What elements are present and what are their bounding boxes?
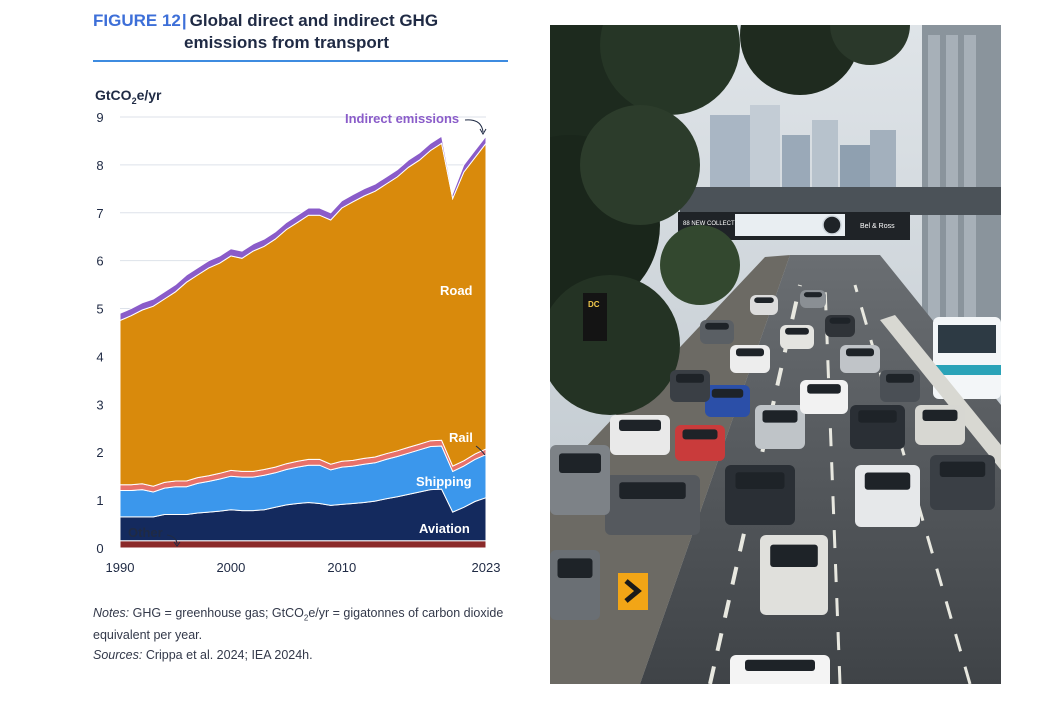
car-window <box>711 388 744 398</box>
car-window <box>745 659 815 671</box>
y-tick-0: 0 <box>96 541 103 556</box>
y-axis-label: GtCO2e/yr <box>95 87 162 106</box>
label-aviation: Aviation <box>419 521 470 536</box>
x-axis-ticks: 1990 2000 2010 2023 <box>106 560 501 575</box>
right-barrier <box>880 315 1001 470</box>
figure-title-line-1: Global direct and indirect GHG <box>189 11 439 30</box>
area-other <box>119 540 487 549</box>
car-window <box>754 297 774 303</box>
y-tick-1: 1 <box>96 493 103 508</box>
y-tick-9: 9 <box>96 110 103 125</box>
notes-text-a: GHG = greenhouse gas; GtCO <box>129 606 304 620</box>
y-axis-ticks: 0 1 2 3 4 5 6 7 8 9 <box>96 110 103 556</box>
car-window <box>682 429 718 440</box>
y-axis-label-sub: 2 <box>132 96 137 106</box>
x-tick-2000: 2000 <box>216 560 245 575</box>
series-labels: Road Shipping Aviation Rail Other Indire… <box>128 111 487 547</box>
car-window <box>785 327 809 335</box>
y-tick-2: 2 <box>96 445 103 460</box>
side-sign <box>583 293 607 341</box>
notes-line: Notes: GHG = greenhouse gas; GtCO2e/yr =… <box>93 605 513 644</box>
notes-sub: 2 <box>303 613 309 623</box>
label-shipping: Shipping <box>416 474 472 489</box>
other-callout-arrowhead <box>173 541 181 547</box>
car-window <box>619 419 661 431</box>
car-window <box>676 373 704 383</box>
sources-label: Sources: <box>93 647 143 662</box>
turn-arrow-sign <box>618 573 648 610</box>
y-tick-4: 4 <box>96 349 103 364</box>
sources-text: Crippa et al. 2024; IEA 2024h. <box>142 647 313 662</box>
car-window <box>864 472 911 490</box>
title-divider <box>93 60 508 62</box>
rail-callout-arrow <box>475 445 486 456</box>
bus-stripe <box>933 365 1001 375</box>
label-other: Other <box>128 525 163 540</box>
left-trees <box>550 25 910 415</box>
y-tick-7: 7 <box>96 206 103 221</box>
label-rail: Rail <box>449 430 473 445</box>
bus-window <box>938 325 996 353</box>
car-window <box>846 348 874 357</box>
car-window <box>770 544 818 567</box>
sources-line: Sources: Crippa et al. 2024; IEA 2024h. <box>93 647 513 664</box>
area-indirect <box>119 134 487 322</box>
car-window <box>807 384 841 394</box>
car-window <box>762 410 798 423</box>
figure-separator: | <box>181 11 187 30</box>
y-tick-3: 3 <box>96 397 103 412</box>
billboard-watch-panel <box>735 214 845 236</box>
area-road <box>119 141 487 487</box>
car-window <box>736 348 764 357</box>
figure-label: FIGURE 12 <box>93 11 181 30</box>
y-tick-6: 6 <box>96 254 103 269</box>
billboard-left-text: 88 NEW COLLECTION <box>683 221 745 227</box>
notes-text-b: e/yr = gigatonnes of carbon dioxide equi… <box>93 606 504 642</box>
y-tick-5: 5 <box>96 302 103 317</box>
x-tick-2010: 2010 <box>327 560 356 575</box>
side-sign-text: DC <box>588 300 600 309</box>
billboard-right-text: Bel & Ross <box>860 223 895 230</box>
traffic-photo: 88 NEW COLLECTION Bel & Ross DC <box>550 25 1001 684</box>
indirect-callout-arrow <box>464 119 484 133</box>
figure-title-line-2: emissions from transport <box>184 33 389 52</box>
notes-block: Notes: GHG = greenhouse gas; GtCO2e/yr =… <box>93 605 513 664</box>
x-tick-1990: 1990 <box>106 560 135 575</box>
y-axis-label-tail: e/yr <box>137 87 162 103</box>
car-window <box>735 472 785 489</box>
car-window <box>619 482 686 499</box>
car-window <box>886 373 914 383</box>
indirect-callout-arrowhead <box>479 128 487 135</box>
car-window <box>922 409 958 421</box>
figure-title: FIGURE 12| Global direct and indirect GHG… <box>93 10 508 54</box>
notes-label: Notes: <box>93 606 130 620</box>
label-indirect: Indirect emissions <box>345 111 459 126</box>
car-window <box>803 292 823 298</box>
car-window <box>829 317 851 324</box>
watch-icon <box>822 215 842 235</box>
car-window <box>858 410 897 423</box>
y-axis-label-main: GtCO <box>95 87 132 103</box>
car-traffic <box>550 290 995 684</box>
x-tick-2023: 2023 <box>472 560 501 575</box>
car-window <box>557 558 593 578</box>
label-road: Road <box>440 283 473 298</box>
stacked-areas <box>119 134 487 549</box>
y-tick-8: 8 <box>96 158 103 173</box>
pedestrian-bridge <box>680 187 1001 215</box>
car-window <box>559 453 601 473</box>
car-window <box>705 322 729 330</box>
other-callout-arrow <box>166 534 178 545</box>
car-window <box>939 461 986 477</box>
chevron-right-icon <box>624 579 642 603</box>
